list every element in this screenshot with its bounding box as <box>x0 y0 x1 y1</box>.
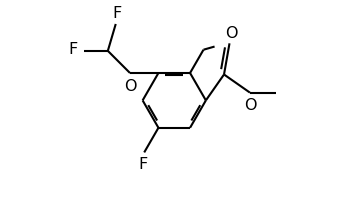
Text: O: O <box>124 79 136 94</box>
Text: O: O <box>244 98 257 113</box>
Text: F: F <box>69 42 78 57</box>
Text: O: O <box>226 26 238 41</box>
Text: F: F <box>112 6 121 21</box>
Text: F: F <box>139 157 148 172</box>
